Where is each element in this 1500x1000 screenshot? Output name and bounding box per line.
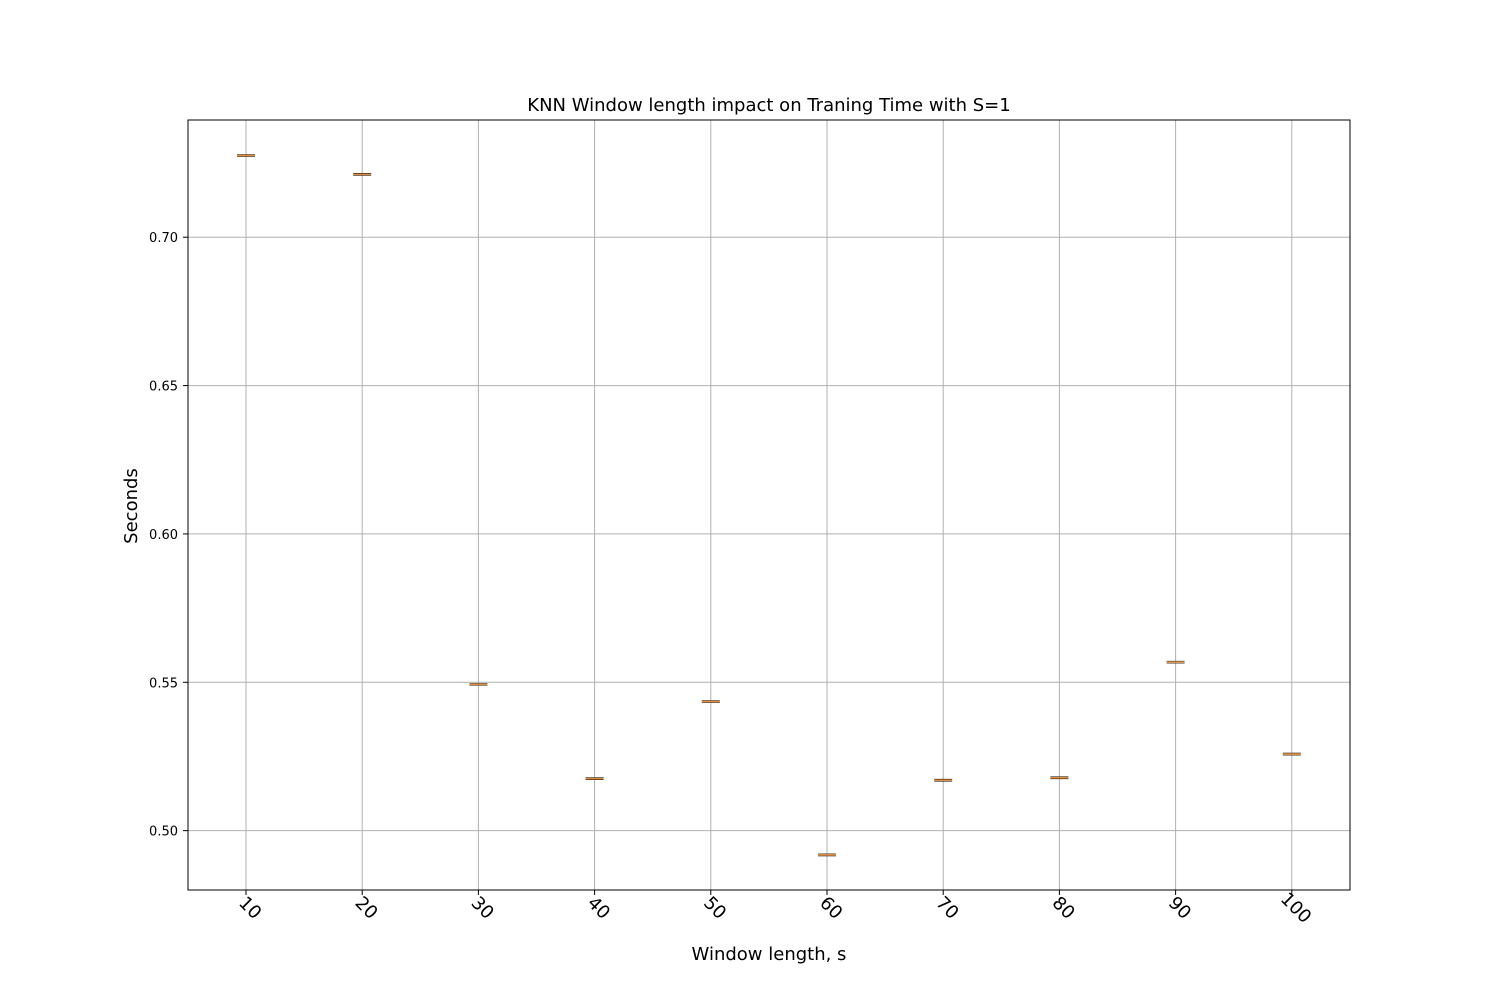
y-tick-label: 0.65 [149,380,178,395]
y-tick-label: 0.60 [149,528,178,543]
x-axis-label: Window length, s [692,944,847,965]
plot-frame [187,119,1351,891]
x-tick-label: 50 [699,893,730,924]
x-tick-label: 10 [234,893,265,924]
y-tick-label: 0.55 [149,676,178,691]
axis-ticks: 10 20 30 40 50 60 70 80 90 100 0.50 0.55 0.60 0.65 0.7… [149,231,1315,927]
x-tick-label: 90 [1164,893,1195,924]
x-tick-label: 70 [932,893,963,924]
x-tick-label: 60 [815,893,846,924]
x-tick-label: 30 [467,893,498,924]
chart-title: KNN Window length impact on Traning Time… [527,95,1010,116]
y-tick-label: 0.50 [149,825,178,840]
x-tick-label: 100 [1276,889,1315,928]
y-tick-label: 0.70 [149,231,178,246]
x-tick-label: 40 [583,893,614,924]
box-marks [237,154,1301,857]
x-tick-label: 20 [351,893,382,924]
x-tick-label: 80 [1048,893,1079,924]
grid-lines [188,120,1350,890]
y-axis-label: Seconds [121,468,142,544]
